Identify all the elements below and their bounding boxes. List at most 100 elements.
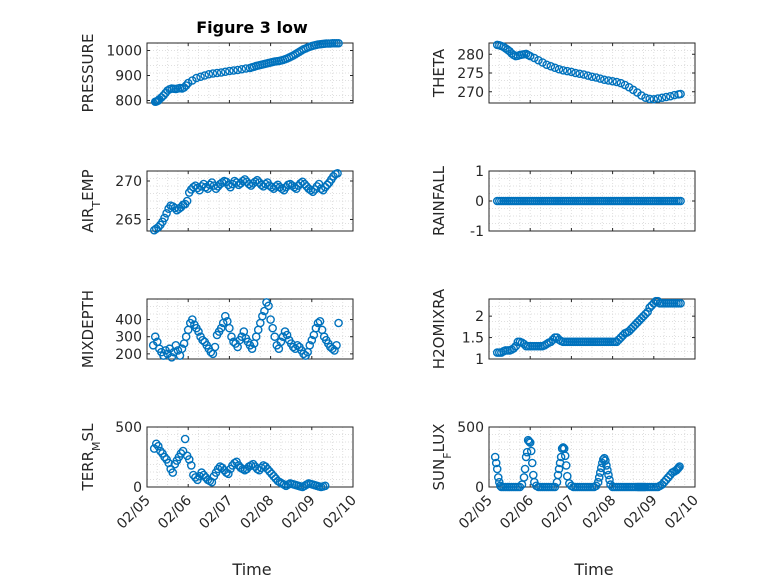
data-point [550,63,560,73]
data-point [191,473,200,482]
x-tick-label: 02/10 [320,493,360,533]
data-point [579,70,589,79]
grid-mixdepth [147,299,353,359]
data-point [591,73,601,82]
data-point [332,340,341,350]
data-point [641,309,650,319]
data-point [657,93,667,103]
data-point [600,75,609,85]
data-point [237,332,247,342]
data-point [530,53,539,63]
data-point [676,196,685,206]
y-tick-label: 300 [115,330,142,346]
data-point [307,335,317,345]
data-point [154,441,163,451]
y-tick-label: 500 [457,420,484,436]
x-tick-label: 02/09 [279,493,319,533]
data-point [160,213,169,223]
data-point [333,169,342,178]
data-point [229,66,238,75]
series-air_temp [149,169,342,235]
data-point [208,69,218,78]
series-pressure [150,38,343,107]
data-point [509,343,519,353]
y-tick-label: 1 [475,352,484,368]
data-point [521,452,531,462]
data-point [553,470,563,480]
y-tick-label: 0 [133,480,142,496]
data-point [334,318,343,328]
data-point [492,464,502,474]
data-point [575,69,584,79]
data-point [277,184,287,193]
data-point [220,67,230,77]
data-point [637,91,646,100]
data-point [675,462,684,471]
data-point [322,180,332,190]
data-point [604,76,613,85]
data-point [550,482,560,492]
data-point [587,72,597,82]
axes-box [146,170,354,232]
y-axis-label: SUNFLUX [430,424,454,491]
data-point [205,180,215,190]
data-point [181,81,191,90]
data-point [159,91,168,100]
y-tick-label: 0 [475,480,484,496]
data-point [237,64,247,74]
data-point [180,434,190,444]
data-point [594,473,604,482]
series-rainfall [492,196,685,206]
x-tick-label: 02/08 [238,493,278,533]
y-axis-label: RAINFALL [430,165,448,236]
y-tick-label: 900 [115,69,142,85]
data-point [159,351,168,360]
data-point [538,58,547,67]
data-point [554,64,564,74]
x-tick-label: 02/06 [155,492,195,532]
axes-box [146,298,354,360]
grid-sun_flux [489,427,695,487]
data-point [595,74,605,83]
data-point [196,72,205,82]
data-point [525,51,535,61]
data-point [150,332,160,342]
data-point [167,352,177,362]
data-point [225,323,234,333]
data-point [528,470,538,480]
data-point [676,298,685,308]
data-point [213,464,223,474]
data-point [612,77,622,87]
y-axis-label: THETA [430,48,448,98]
data-point [154,222,163,232]
data-point [643,307,652,317]
subplot-h2omixra: 1 1.5 2 H2OMIXRA [430,288,696,369]
data-point [312,182,322,191]
subplot-sun_flux: 0 500 02/05 02/06 02/07 02/08 02/09 02/10 SUNFLU… [430,420,702,532]
y-tick-label: 2 [475,309,484,325]
data-point [527,458,537,468]
y-tick-label: 280 [457,47,484,63]
y-tick-label: 1000 [106,44,142,60]
x-tick-label: 02/07 [196,493,236,533]
data-point [560,451,570,461]
x-axis-label-left: Time [231,560,271,579]
data-point [649,94,659,104]
data-point [200,71,209,80]
y-tick-label: -1 [470,224,484,240]
data-point [616,78,626,88]
series-terr_msl [149,434,330,492]
data-point [661,92,671,102]
data-point [270,332,280,342]
data-point [554,464,564,474]
data-point [493,473,503,482]
x-tick-label: 02/08 [580,493,620,533]
figure-title: Figure 3 low [196,18,308,37]
data-point [562,66,572,76]
data-point [525,438,535,447]
y-tick-label: 500 [115,420,142,436]
data-point [653,94,663,103]
y-tick-label: 0 [475,194,484,210]
data-point [526,446,536,456]
x-tick-label: 02/09 [621,493,661,533]
